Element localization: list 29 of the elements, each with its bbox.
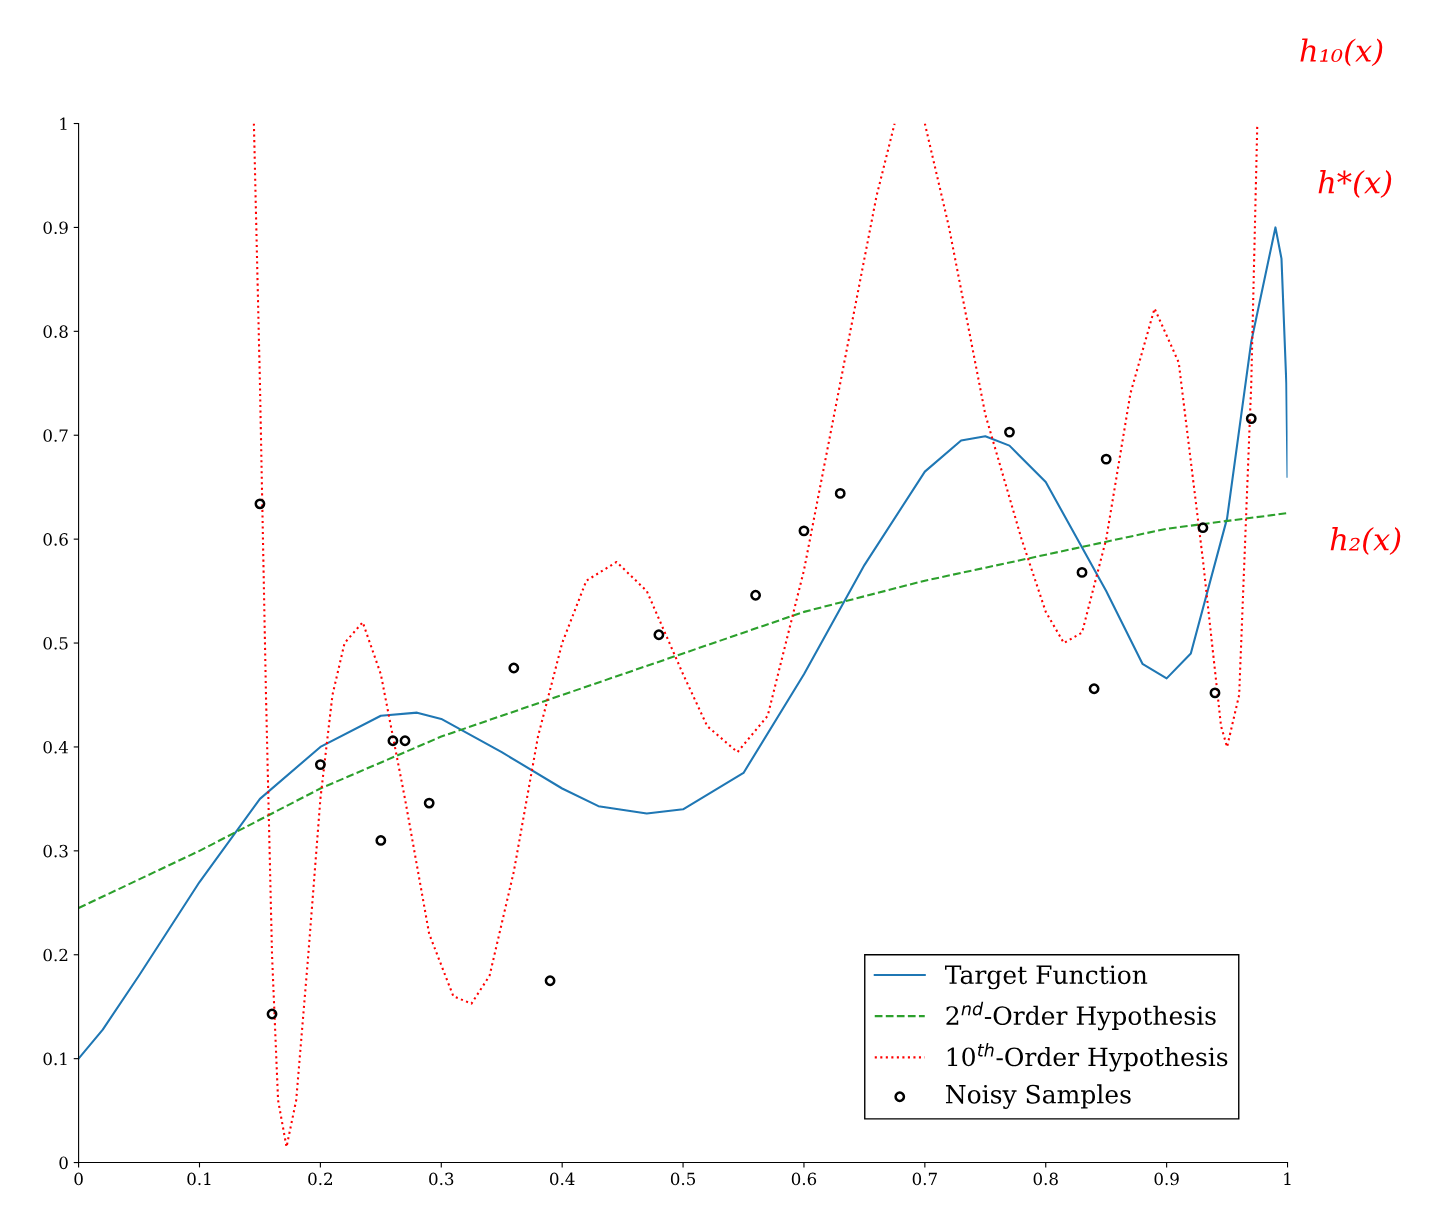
legend-label: Target Function bbox=[945, 965, 1148, 990]
y-tick-label: 0.5 bbox=[43, 637, 68, 650]
x-tick-label: 0.8 bbox=[1033, 1172, 1058, 1186]
x-tick-label: 0.9 bbox=[1154, 1172, 1179, 1186]
x-tick-label: 0 bbox=[74, 1172, 83, 1186]
x-tick-label: 0.3 bbox=[429, 1172, 454, 1186]
y-tick-label: 1 bbox=[60, 117, 67, 130]
annotation: h₁₀(x) bbox=[1300, 38, 1383, 67]
x-tick-label: 0.5 bbox=[670, 1172, 696, 1186]
annotation: h*(x) bbox=[1318, 170, 1392, 199]
legend-label: 10$^{th}$-Order Hypothesis bbox=[947, 1043, 1228, 1072]
y-tick-label: 0.7 bbox=[43, 429, 68, 442]
y-tick-label: 0.9 bbox=[43, 221, 68, 234]
legend-label: Noisy Samples bbox=[945, 1084, 1131, 1109]
x-tick-label: 1 bbox=[1284, 1172, 1291, 1185]
x-tick-label: 0.2 bbox=[308, 1172, 332, 1186]
x-tick-label: 0.6 bbox=[791, 1172, 817, 1186]
y-tick-label: 0 bbox=[59, 1156, 68, 1170]
annotation: h₂(x) bbox=[1330, 527, 1401, 556]
x-tick-label: 0.4 bbox=[550, 1172, 575, 1186]
x-tick-label: 0.7 bbox=[912, 1172, 937, 1186]
y-tick-label: 0.2 bbox=[43, 948, 68, 962]
y-tick-label: 0.8 bbox=[43, 325, 68, 338]
y-tick-label: 0.1 bbox=[43, 1052, 67, 1066]
y-tick-label: 0.3 bbox=[43, 844, 68, 858]
x-tick-label: 0.1 bbox=[187, 1172, 211, 1186]
legend-label: 2$^{nd}$-Order Hypothesis bbox=[946, 1001, 1216, 1031]
y-tick-label: 0.6 bbox=[43, 533, 68, 546]
y-tick-label: 0.4 bbox=[43, 740, 69, 754]
